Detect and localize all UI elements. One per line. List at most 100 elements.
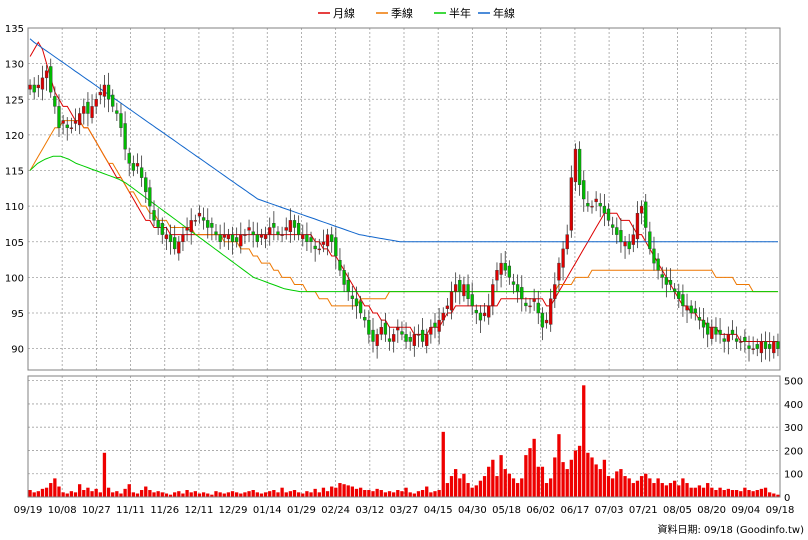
candle-body (611, 224, 615, 228)
volume-bar (701, 487, 706, 497)
date-tick-label: 06/17 (560, 505, 589, 516)
volume-bar (706, 483, 710, 497)
volume-tick-label: 500 (784, 377, 803, 388)
volume-bar (598, 469, 602, 497)
volume-bar (619, 469, 623, 497)
volume-bar (453, 469, 458, 497)
candle-body (321, 241, 326, 245)
volume-bar (189, 492, 193, 497)
volume-bar (449, 476, 454, 497)
candle-body (214, 231, 218, 235)
candle-body (412, 334, 416, 346)
candle-body (478, 312, 483, 321)
volume-bar (222, 493, 226, 497)
candle-body (763, 341, 768, 349)
volume-bar (532, 438, 536, 497)
candle-body (557, 262, 561, 281)
volume-bar (164, 493, 169, 497)
volume-bar (404, 487, 408, 497)
candle-body (32, 84, 36, 93)
volume-bar (507, 473, 512, 497)
volume-bar (32, 492, 36, 497)
candle-body (710, 327, 714, 339)
candle-body (532, 298, 536, 302)
volume-bar (524, 455, 528, 497)
candle-body (648, 231, 652, 250)
candle-body (185, 227, 189, 231)
candle-body (470, 294, 474, 307)
candle-body (594, 198, 598, 203)
volume-bar (660, 483, 664, 497)
volume-bar (602, 459, 607, 497)
volume-bar (561, 462, 565, 497)
candle-body (656, 258, 660, 271)
candle-body (375, 334, 379, 346)
volume-bar (499, 455, 503, 497)
volume-bar (305, 491, 309, 497)
volume-bar (648, 478, 652, 497)
candle-body (259, 234, 264, 238)
date-tick-label: 11/11 (116, 505, 145, 516)
candle-body (677, 291, 681, 299)
legend-label: 年線 (493, 6, 515, 20)
candle-body (354, 298, 359, 307)
candle-body (734, 338, 739, 342)
volume-bar (557, 434, 561, 497)
volume-bar (367, 490, 371, 497)
candle-body (507, 265, 512, 278)
candle-body (577, 148, 582, 185)
volume-bar (173, 492, 177, 497)
candle-body (201, 217, 206, 221)
candle-body (503, 262, 507, 271)
date-tick-label: 09/04 (731, 505, 760, 516)
candle-body (722, 338, 726, 342)
date-tick-label: 09/18 (766, 505, 795, 516)
volume-bar (272, 490, 276, 497)
candle-body (689, 305, 693, 314)
date-axis-labels: 09/19 10/08 10/27 11/11 11/26 12/11 12/29 01/14… (14, 505, 795, 516)
chart-legend: 月線 季線 半年 年線 (318, 6, 515, 20)
candle-body (392, 334, 396, 342)
candle-body (491, 284, 495, 307)
candle-body (371, 329, 375, 342)
volume-bar (515, 483, 520, 497)
candle-body (474, 309, 478, 314)
volume-bar (127, 484, 131, 497)
volume-bar (313, 488, 317, 497)
candle-body (36, 84, 40, 89)
volume-bar (520, 478, 524, 497)
volume-bar (689, 487, 693, 497)
price-tick-label: 135 (5, 24, 24, 35)
volume-bar (644, 473, 648, 497)
candle-body (408, 337, 412, 342)
candle-body (458, 280, 462, 292)
volume-bar (61, 492, 65, 497)
candle-body (181, 234, 185, 242)
candle-body (449, 291, 454, 311)
candle-body (367, 319, 371, 335)
candle-body (540, 312, 545, 328)
volume-bar (495, 476, 499, 497)
candle-body (177, 241, 181, 254)
volume-bar (656, 478, 660, 497)
volume-bar (350, 486, 355, 497)
candlesticks (28, 58, 780, 363)
volume-bar (429, 492, 433, 497)
candle-body (263, 234, 268, 240)
candle-body (330, 234, 334, 242)
candle-body (639, 205, 644, 214)
candle-body (152, 210, 156, 221)
volume-tick-label: 100 (784, 470, 803, 481)
volume-bar (201, 492, 206, 497)
volume-bar (540, 466, 545, 497)
price-tick-label: 100 (5, 273, 24, 284)
volume-bar (90, 491, 94, 497)
volume-bar (536, 466, 540, 497)
candle-body (28, 84, 32, 90)
volume-bar (751, 491, 755, 497)
volume-bar (346, 485, 350, 497)
candle-body (57, 106, 61, 128)
date-tick-label: 03/27 (390, 505, 419, 516)
volume-bar (639, 476, 644, 497)
date-tick-label: 12/29 (219, 505, 248, 516)
